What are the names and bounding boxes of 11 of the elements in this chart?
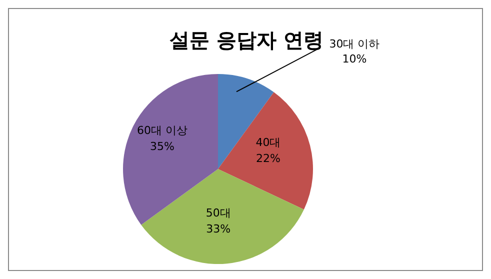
chart-title: 설문 응답자 연령 <box>170 28 324 52</box>
data-label: 22% <box>256 152 280 165</box>
data-label: 10% <box>342 52 367 66</box>
data-label: 33% <box>206 222 231 236</box>
slice-label: 40대 <box>256 136 281 149</box>
slice-label: 30대 이하 <box>329 38 380 51</box>
slice-label: 60대 이상 <box>136 124 188 138</box>
slice-label: 50대 <box>206 206 231 220</box>
data-label: 35% <box>150 140 174 154</box>
pie-slice <box>218 92 313 210</box>
pie-slice <box>141 169 304 264</box>
